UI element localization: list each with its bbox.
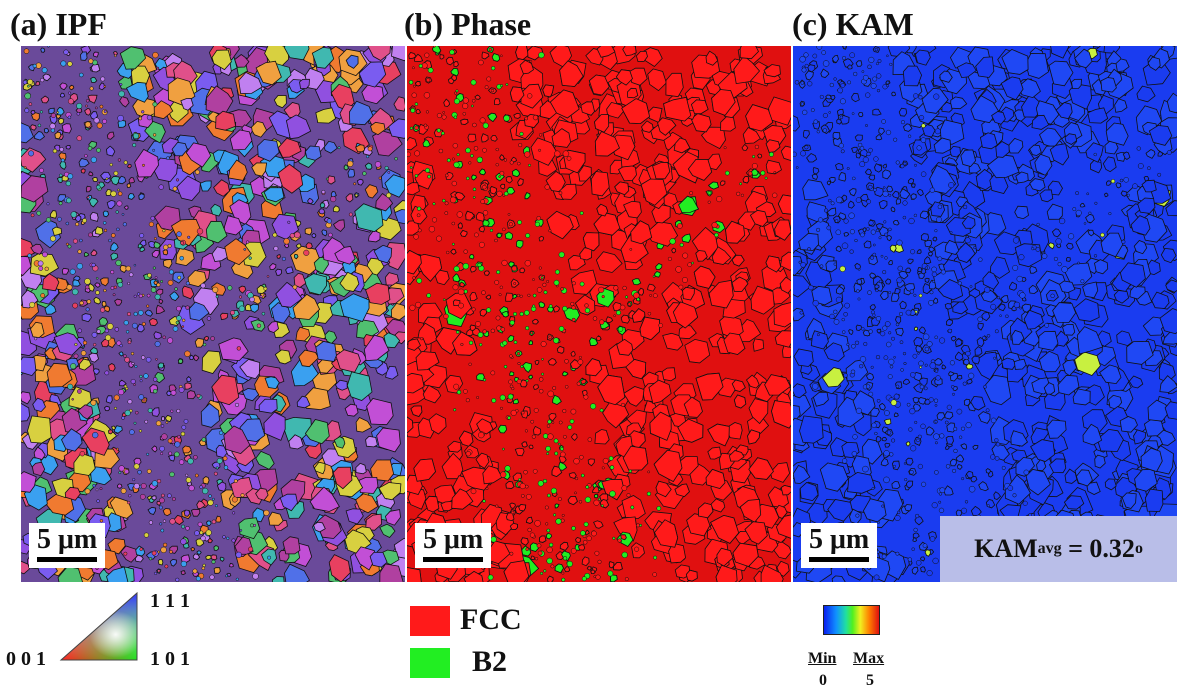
phase-map: 5 μm — [407, 46, 791, 582]
phase-scale-line — [423, 557, 484, 562]
kam-max-value: 5 — [866, 672, 874, 689]
ipf-color-triangle — [59, 591, 138, 661]
phase-scale-label: 5 μm — [423, 524, 484, 555]
ipf-scale-bar: 5 μm — [29, 523, 106, 568]
kam-avg-degree: o — [1134, 540, 1143, 557]
ipf-label-101: 1 0 1 — [150, 648, 190, 670]
kam-colorbar — [823, 605, 880, 635]
kam-average-box: KAM avg = 0.32 o — [940, 516, 1177, 582]
ipf-label-001: 0 0 1 — [6, 648, 46, 670]
panel-b-title: (b) Phase — [404, 6, 532, 42]
panel-a-title: (a) IPF — [10, 6, 107, 42]
panel-c-title: (c) KAM — [792, 6, 914, 42]
kam-min-value: 0 — [819, 672, 827, 689]
ipf-scale-line — [37, 557, 98, 562]
kam-map: 5 μm KAM avg = 0.32 o — [793, 46, 1177, 582]
kam-min-label: Min — [808, 650, 837, 667]
fcc-label: FCC — [460, 603, 522, 636]
kam-avg-subscript: avg — [1037, 540, 1062, 557]
kam-scale-line — [809, 557, 870, 562]
ipf-scale-label: 5 μm — [37, 524, 98, 555]
phase-map-image — [407, 46, 791, 582]
fcc-swatch — [410, 606, 450, 636]
kam-scale-bar: 5 μm — [801, 523, 878, 568]
kam-scale-label: 5 μm — [809, 524, 870, 555]
ipf-map: 5 μm — [21, 46, 405, 582]
kam-max-label: Max — [853, 650, 885, 667]
kam-map-image — [793, 46, 1177, 582]
ipf-map-image — [21, 46, 405, 582]
b2-swatch — [410, 648, 450, 678]
ipf-label-111: 1 1 1 — [150, 590, 190, 612]
kam-avg-value: = 0.32 — [1068, 534, 1135, 563]
phase-scale-bar: 5 μm — [415, 523, 492, 568]
kam-avg-prefix: KAM — [974, 534, 1038, 563]
b2-label: B2 — [472, 645, 508, 678]
